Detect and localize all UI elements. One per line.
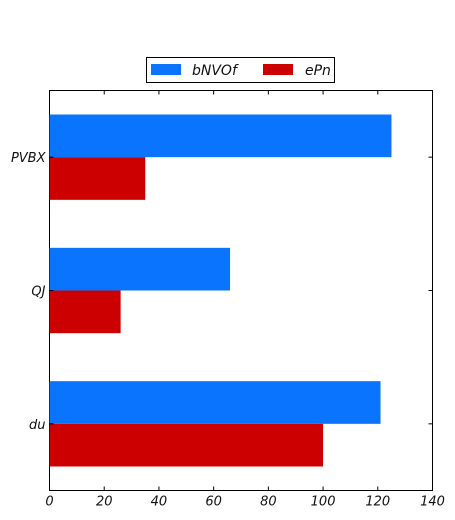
x-tick-label: 60 [205,495,222,510]
x-tick-label: 20 [96,495,113,510]
bar-ePn-du [50,424,324,467]
bar-bNVOf-QJ [50,248,231,291]
bar-ePn-QJ [50,291,121,334]
legend-label-bNVOf: bNVOf [192,63,239,79]
x-tick-label: 120 [365,495,390,510]
y-tick-label-QJ: QJ [31,285,45,300]
legend: bNVOf ePn [147,58,335,83]
x-tick-label: 40 [151,495,168,510]
x-tick-label: 140 [420,495,445,510]
y-tick-label-du: du [29,418,46,433]
x-tick-label: 0 [45,495,53,510]
x-tick-label: 80 [260,495,277,510]
bar-ePn-PVBX [50,157,146,200]
legend-swatch-ePn [263,64,293,75]
legend-label-ePn: ePn [305,63,331,79]
y-tick-label-PVBX: PVBX [11,151,47,166]
bar-bNVOf-PVBX [50,115,392,158]
bar-bNVOf-du [50,381,381,424]
x-tick-label: 100 [311,495,336,510]
legend-swatch-bNVOf [151,64,181,75]
